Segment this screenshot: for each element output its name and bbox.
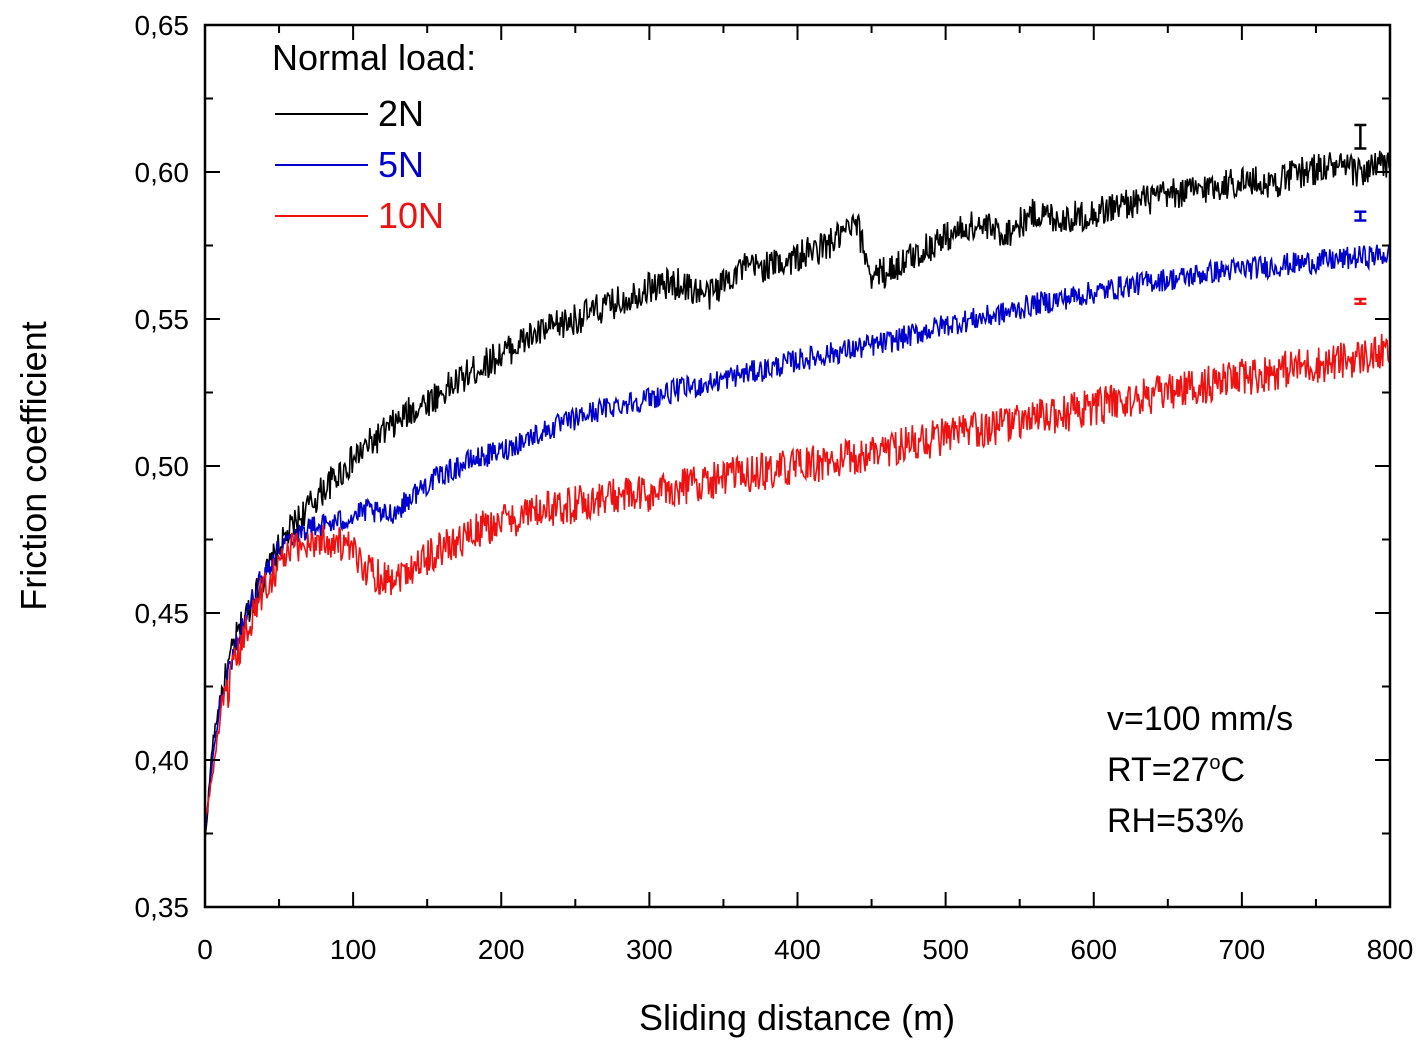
condition-velocity: v=100 mm/s [1107, 700, 1293, 738]
x-axis-title: Sliding distance (m) [639, 997, 955, 1038]
y-axis-title: Friction coefficient [13, 321, 54, 610]
test-conditions: v=100 mm/s RT=27oC RH=53% [1107, 700, 1293, 840]
series-line-10N [204, 333, 1391, 824]
legend-label-2N: 2N [378, 93, 424, 134]
legend-label-5N: 5N [378, 144, 424, 185]
x-tick-label: 200 [478, 934, 525, 965]
series-layer [204, 150, 1391, 841]
x-tick-label: 700 [1219, 934, 1266, 965]
series-line-5N [204, 244, 1391, 833]
legend: Normal load: 2N 5N 10N [272, 37, 476, 236]
legend-title: Normal load: [272, 37, 476, 78]
x-tick-label: 100 [330, 934, 377, 965]
error-bar-10N [1354, 297, 1367, 305]
temperature-value: RT=27 [1107, 751, 1209, 789]
error-bar-2N [1354, 123, 1367, 150]
x-tick-label: 800 [1367, 934, 1414, 965]
y-tick-label: 0,60 [135, 157, 190, 188]
ticks-layer [204, 24, 1391, 908]
degree-superscript: o [1209, 752, 1220, 774]
y-tick-label: 0,45 [135, 598, 190, 629]
tick-label-layer: 0 100 200 300 400 500 600 700 800 0,35 0,40 0,45 0,5… [135, 10, 1414, 965]
error-bar-5N [1354, 210, 1367, 222]
condition-temperature: RT=27oC [1107, 751, 1245, 789]
x-tick-label: 400 [774, 934, 821, 965]
y-tick-label: 0,35 [135, 892, 190, 923]
x-tick-label: 500 [922, 934, 969, 965]
x-tick-label: 300 [626, 934, 673, 965]
y-tick-label: 0,65 [135, 10, 190, 41]
y-tick-label: 0,40 [135, 745, 190, 776]
temperature-unit: C [1221, 751, 1246, 789]
y-tick-label: 0,50 [135, 451, 190, 482]
x-tick-label: 600 [1070, 934, 1117, 965]
error-bar-layer [1354, 123, 1367, 305]
legend-label-10N: 10N [378, 195, 444, 236]
condition-humidity: RH=53% [1107, 802, 1244, 840]
series-line-2N [204, 150, 1391, 841]
y-tick-label: 0,55 [135, 304, 190, 335]
x-tick-label: 0 [197, 934, 213, 965]
